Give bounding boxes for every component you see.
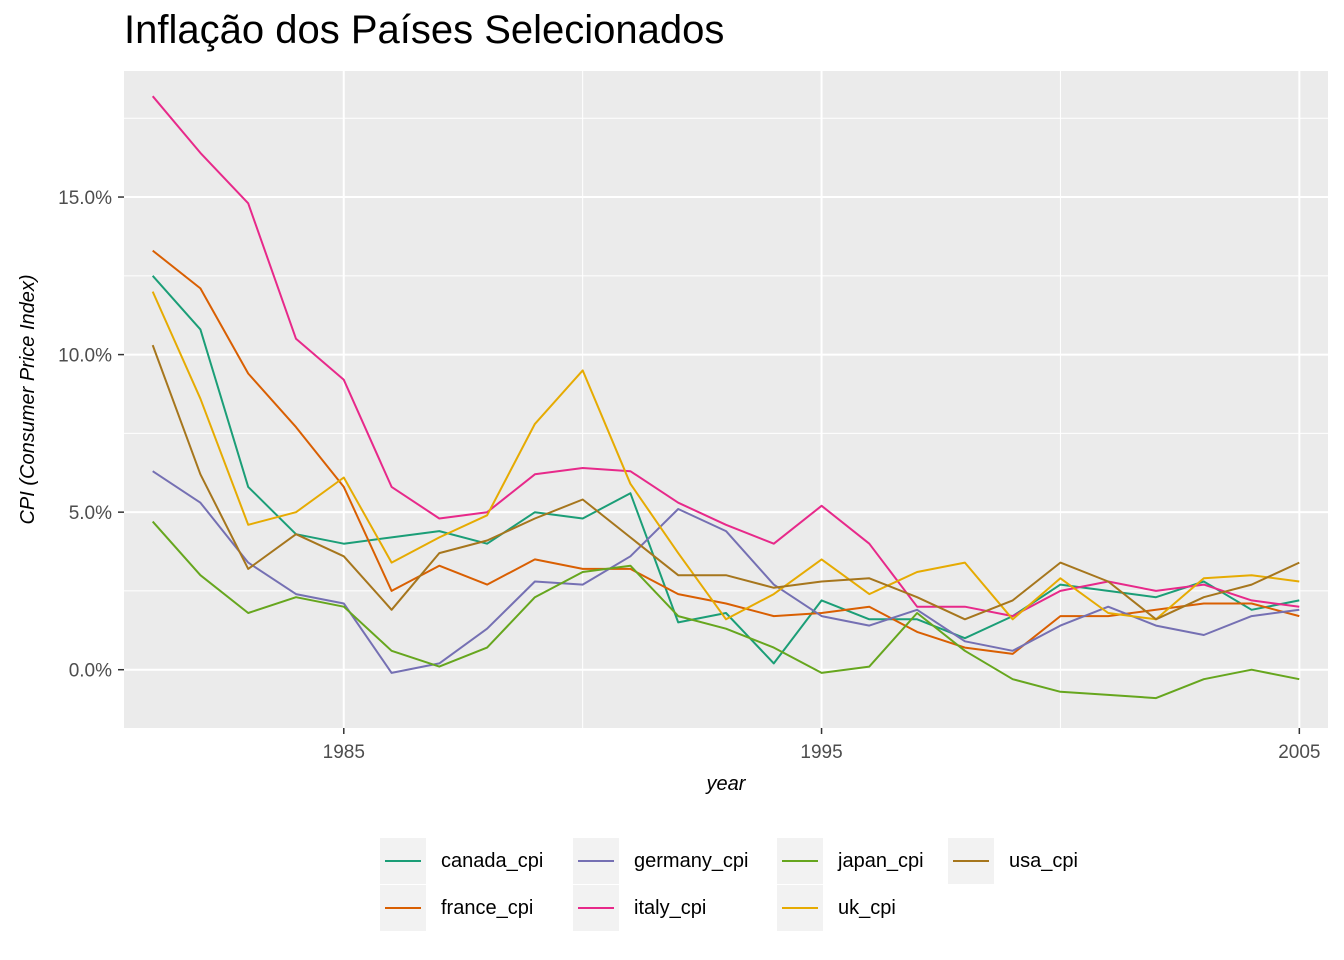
y-axis-title: CPI (Consumer Price Index) <box>17 274 39 524</box>
y-tick-label: 5.0% <box>69 503 112 524</box>
series-lines <box>151 95 1300 700</box>
x-tick-label: 1985 <box>323 742 365 763</box>
legend-label-italy-cpi: italy_cpi <box>634 896 707 919</box>
series-line-uk-cpi <box>151 291 1300 621</box>
legend-key-italy-cpi <box>573 885 619 931</box>
legend-key-germany-cpi <box>573 838 619 884</box>
legend-label-uk-cpi: uk_cpi <box>838 896 896 919</box>
axes: 0.0% 5.0% 10.0% 15.0% 1985 1995 2005 <box>58 188 1320 763</box>
legend-label-germany-cpi: germany_cpi <box>634 849 749 872</box>
legend-label-france-cpi: france_cpi <box>441 896 534 919</box>
y-tick-label: 0.0% <box>69 661 112 682</box>
legend-item-france-cpi: france_cpi <box>380 885 533 931</box>
chart-title: Inflação dos Países Selecionados <box>124 8 725 52</box>
legend-item-germany-cpi: germany_cpi <box>573 838 749 884</box>
y-tick-label: 10.0% <box>58 346 112 367</box>
legend-key-uk-cpi <box>777 885 823 931</box>
series-line-france-cpi <box>152 249 1300 655</box>
legend-item-japan-cpi: japan_cpi <box>777 838 924 884</box>
legend-swatch-germany-cpi <box>578 860 614 862</box>
series-line-usa-cpi <box>151 344 1300 621</box>
legend-label-canada-cpi: canada_cpi <box>441 849 544 872</box>
x-tick-label: 2005 <box>1278 742 1320 763</box>
y-tick-label: 15.0% <box>58 188 112 209</box>
legend-label-usa-cpi: usa_cpi <box>1009 849 1078 872</box>
legend-key-france-cpi <box>380 885 426 931</box>
x-tick-label: 1995 <box>800 742 842 763</box>
major-gridlines <box>124 71 1328 728</box>
series-line-germany-cpi <box>152 470 1300 674</box>
legend-item-usa-cpi: usa_cpi <box>948 838 1078 884</box>
legend-item-uk-cpi: uk_cpi <box>777 885 896 931</box>
legend-item-canada-cpi: canada_cpi <box>380 838 543 884</box>
legend-swatch-japan-cpi <box>782 860 818 862</box>
x-axis-title: year <box>705 773 747 795</box>
series-line-canada-cpi <box>151 275 1300 665</box>
series-line-japan-cpi <box>151 520 1300 700</box>
legend-swatch-uk-cpi <box>782 907 818 909</box>
legend-key-japan-cpi <box>777 838 823 884</box>
minor-gridlines <box>124 71 1328 728</box>
legend-swatch-canada-cpi <box>385 860 421 862</box>
legend-swatch-italy-cpi <box>578 907 614 909</box>
legend-item-italy-cpi: italy_cpi <box>573 885 706 931</box>
legend-key-canada-cpi <box>380 838 426 884</box>
legend-swatch-usa-cpi <box>953 860 989 862</box>
legend-swatch-france-cpi <box>385 907 421 909</box>
legend-label-japan-cpi: japan_cpi <box>838 849 924 872</box>
legend-key-usa-cpi <box>948 838 994 884</box>
legend: canada_cpi france_cpi germany_cpi italy_cpi… <box>380 837 1100 932</box>
